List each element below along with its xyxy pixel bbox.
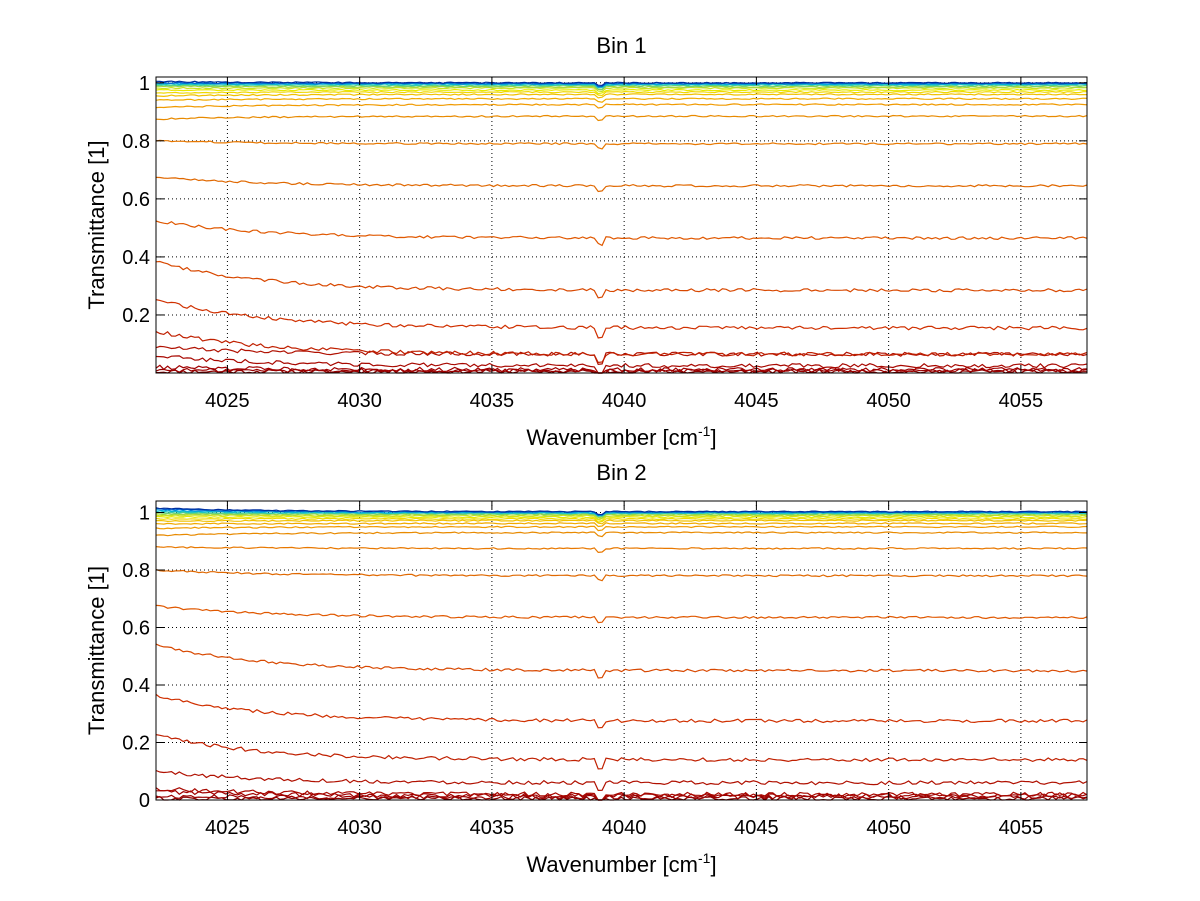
y-axis-label: Transmittance [1] bbox=[84, 566, 109, 735]
series-line bbox=[155, 88, 1088, 95]
series-line bbox=[155, 769, 1088, 792]
x-tick-label: 4050 bbox=[866, 390, 911, 412]
x-tick-label: 4025 bbox=[205, 817, 250, 839]
y-tick-label: 1 bbox=[139, 73, 150, 95]
series-line bbox=[155, 103, 1088, 109]
chart-title: Bin 1 bbox=[596, 33, 646, 58]
x-axis-label-end: ] bbox=[710, 852, 716, 877]
y-tick-label: 0 bbox=[139, 790, 150, 812]
y-tick-label: 0.8 bbox=[122, 560, 150, 582]
series-line bbox=[155, 531, 1087, 538]
x-axis-label-end: ] bbox=[710, 425, 716, 450]
y-tick-label: 0.4 bbox=[122, 247, 150, 269]
y-tick-label: 0.6 bbox=[122, 618, 150, 640]
x-axis-label: Wavenumber [cm-1] bbox=[526, 423, 716, 450]
chart-title: Bin 2 bbox=[596, 460, 646, 485]
x-tick-label: 4045 bbox=[734, 390, 779, 412]
x-tick-label: 4025 bbox=[205, 390, 250, 412]
series-line bbox=[155, 97, 1088, 103]
y-axis-label: Transmittance [1] bbox=[84, 140, 109, 309]
series-line bbox=[155, 511, 1088, 518]
series-line bbox=[155, 355, 1088, 374]
series-line bbox=[155, 734, 1088, 770]
axes-box bbox=[155, 500, 1088, 801]
series-line bbox=[155, 260, 1088, 299]
x-tick-label: 4055 bbox=[999, 390, 1044, 412]
x-axis-label-main: Wavenumber [cm bbox=[526, 425, 698, 450]
x-tick-label: 4055 bbox=[999, 817, 1044, 839]
series-line bbox=[155, 176, 1088, 193]
series-line bbox=[155, 90, 1087, 97]
y-tick-label: 0.2 bbox=[122, 305, 150, 327]
x-tick-label: 4045 bbox=[734, 817, 779, 839]
x-tick-label: 4040 bbox=[602, 390, 647, 412]
series-line bbox=[155, 794, 1088, 801]
series-line bbox=[155, 86, 1088, 93]
series-line bbox=[155, 514, 1088, 520]
x-axis-label-superscript: -1 bbox=[698, 423, 711, 439]
series-line bbox=[155, 114, 1088, 122]
series-line bbox=[155, 787, 1088, 801]
x-tick-label: 4040 bbox=[602, 817, 647, 839]
y-tick-label: 0.8 bbox=[122, 131, 150, 153]
chart-panel-2: 4025 4030 4035 4040 4045 4050 4055 0 0.2 0.4 0.6 0.… bbox=[84, 460, 1088, 877]
series-line bbox=[155, 568, 1088, 582]
series-line bbox=[155, 643, 1088, 679]
series-line bbox=[155, 139, 1088, 150]
x-tick-label: 4050 bbox=[866, 817, 911, 839]
x-axis-label-superscript: -1 bbox=[698, 850, 711, 866]
axes-box bbox=[155, 76, 1088, 374]
series-line bbox=[155, 299, 1088, 339]
series-line bbox=[155, 84, 1088, 90]
series-line bbox=[155, 693, 1088, 729]
y-tick-label: 0.6 bbox=[122, 189, 150, 211]
series-line bbox=[155, 507, 1088, 516]
series-line bbox=[156, 789, 1088, 801]
series-line bbox=[155, 80, 1088, 87]
series-group bbox=[155, 507, 1088, 801]
x-axis-label: Wavenumber [cm-1] bbox=[526, 850, 716, 877]
series-line bbox=[155, 220, 1088, 247]
series-line bbox=[155, 522, 1088, 528]
chart-panel-1: 4025 4030 4035 4040 4045 4050 4055 0.2 0.4 0.6 0.8… bbox=[84, 33, 1088, 450]
series-line bbox=[155, 364, 1088, 374]
series-line bbox=[155, 512, 1088, 519]
x-tick-label: 4030 bbox=[337, 817, 382, 839]
series-line bbox=[155, 604, 1088, 624]
x-tick-label: 4030 bbox=[337, 390, 382, 412]
plot-area bbox=[156, 501, 1087, 800]
y-tick-label: 0.4 bbox=[122, 675, 150, 697]
series-line bbox=[155, 519, 1088, 525]
series-line bbox=[155, 546, 1088, 554]
plot-area bbox=[156, 77, 1087, 373]
x-tick-label: 4035 bbox=[470, 390, 515, 412]
x-tick-label: 4035 bbox=[470, 817, 515, 839]
series-line bbox=[155, 795, 1088, 801]
series-line bbox=[155, 367, 1088, 374]
series-line bbox=[155, 331, 1088, 364]
y-tick-label: 1 bbox=[139, 503, 150, 525]
series-line bbox=[155, 525, 1088, 532]
y-tick-label: 0.2 bbox=[122, 733, 150, 755]
series-line bbox=[155, 517, 1088, 523]
series-line bbox=[155, 93, 1087, 99]
series-group bbox=[155, 80, 1088, 374]
x-axis-label-main: Wavenumber [cm bbox=[526, 852, 698, 877]
